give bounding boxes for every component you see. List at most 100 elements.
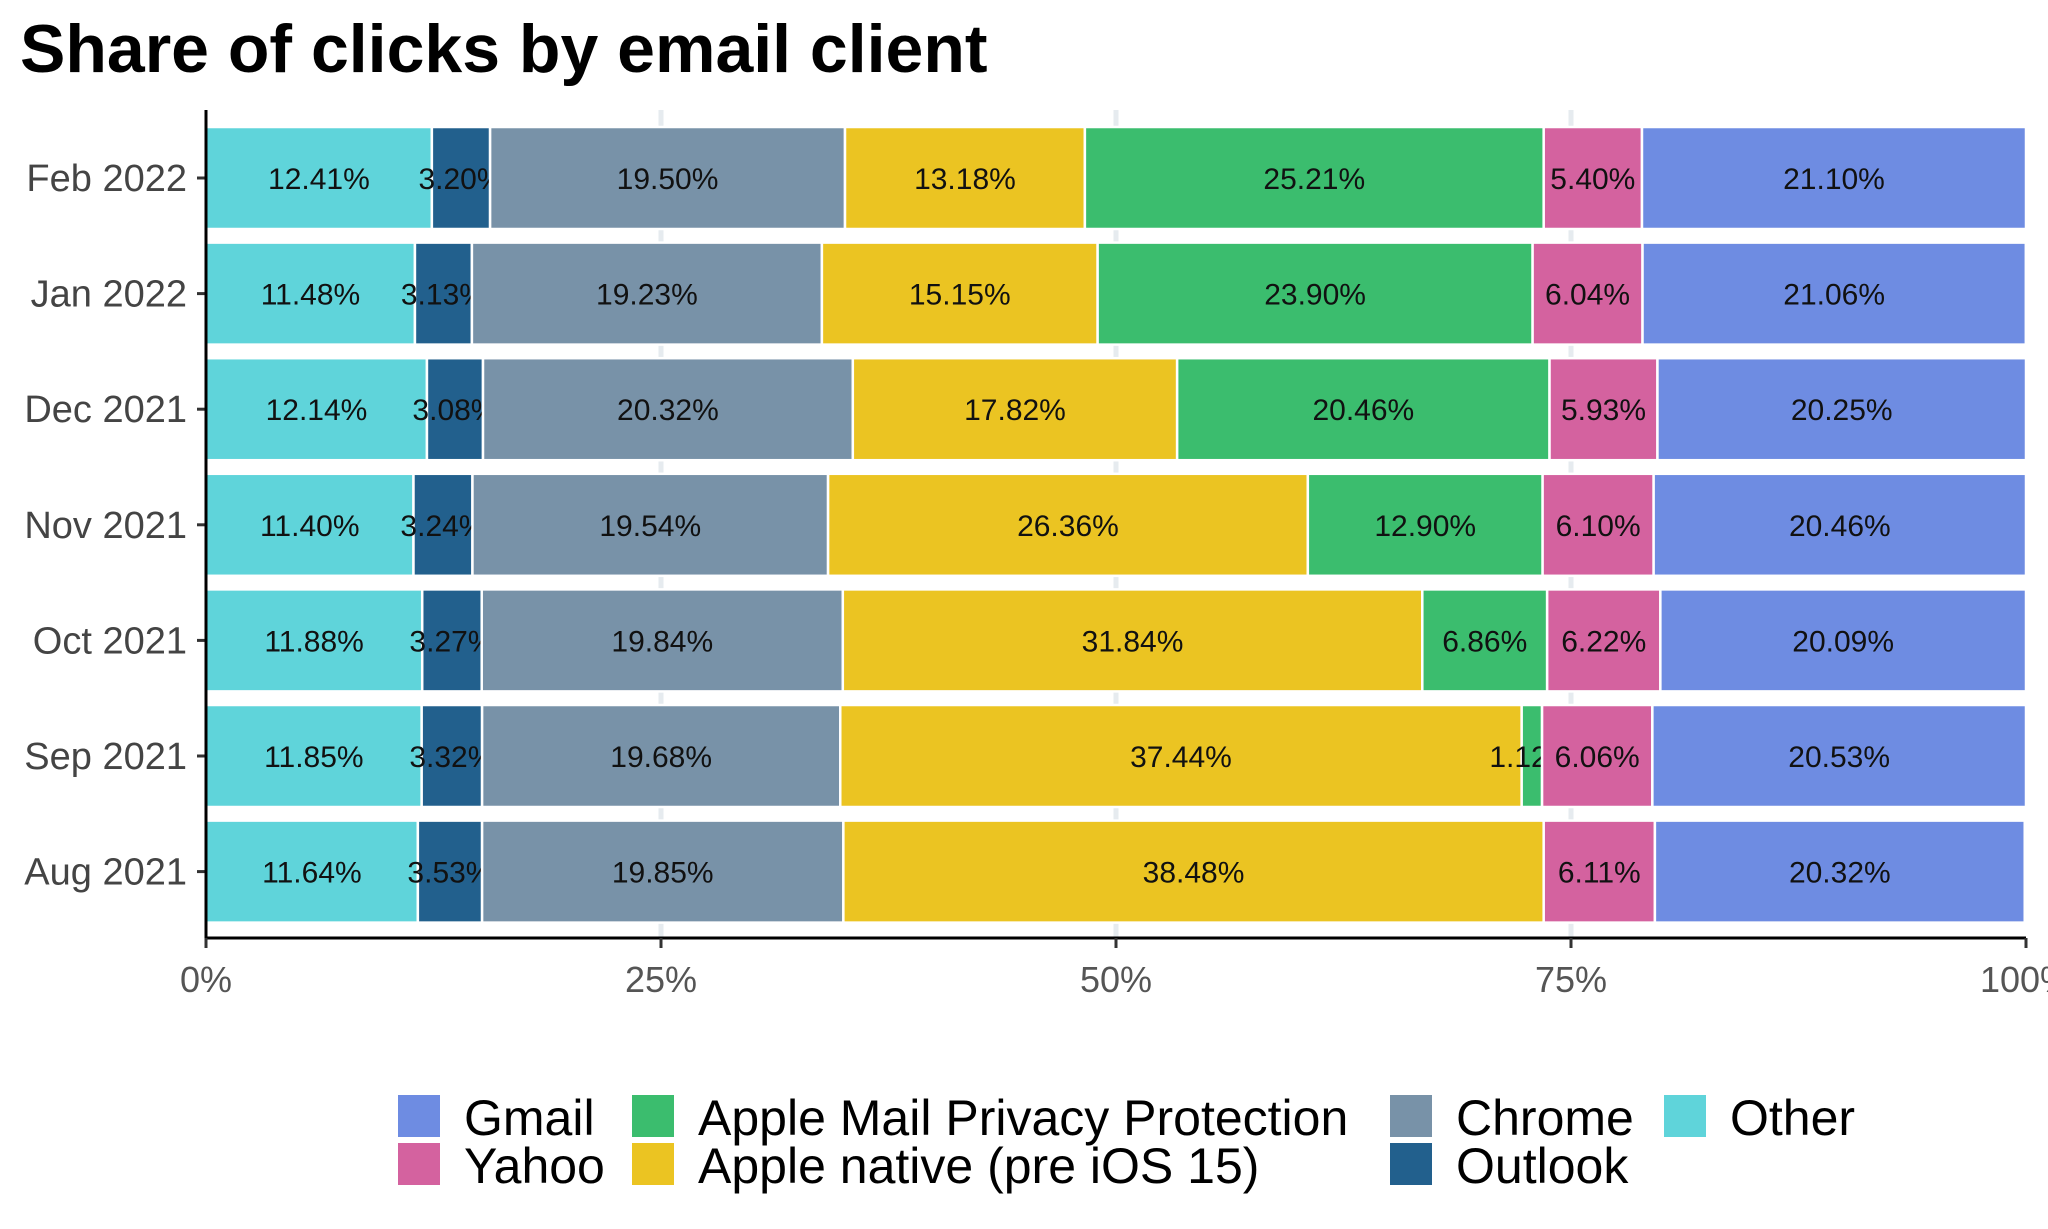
legend-label: Apple native (pre iOS 15)	[698, 1138, 1259, 1194]
data-label: 17.82%	[964, 394, 1066, 427]
data-label: 13.18%	[914, 163, 1016, 196]
y-tick-label: Oct 2021	[33, 620, 187, 662]
data-label: 20.46%	[1789, 510, 1891, 543]
bar-segment	[1651, 703, 2028, 809]
y-tick-label: Nov 2021	[24, 505, 187, 547]
chart-title: Share of clicks by email client	[20, 11, 988, 87]
bar-segment	[413, 241, 474, 346]
data-label: 19.50%	[617, 163, 719, 196]
data-label: 12.90%	[1374, 510, 1476, 543]
data-label: 38.48%	[1143, 857, 1245, 890]
bar-segment	[204, 819, 420, 924]
data-label: 37.44%	[1130, 741, 1232, 774]
x-tick-label: 0%	[180, 959, 232, 1000]
legend-swatch	[398, 1143, 440, 1185]
bar-segment	[1641, 241, 2028, 346]
bar-segment	[1548, 356, 1659, 462]
data-label: 3.53%	[407, 857, 492, 890]
data-label: 6.86%	[1442, 625, 1527, 658]
legend-label: Yahoo	[464, 1138, 605, 1194]
data-label: 31.84%	[1082, 625, 1184, 658]
bar-segment	[1531, 241, 1644, 346]
data-label: 15.15%	[909, 279, 1011, 312]
bar-segment	[204, 703, 423, 809]
data-label: 3.27%	[409, 625, 494, 658]
data-label: 25.21%	[1263, 163, 1365, 196]
data-label: 20.25%	[1791, 394, 1893, 427]
bar-segment	[480, 703, 842, 809]
bar-segment	[481, 356, 855, 462]
legend-swatch	[398, 1095, 440, 1137]
bar-segment	[839, 703, 1523, 809]
data-label: 6.06%	[1555, 741, 1640, 774]
bar-segment	[204, 588, 424, 693]
data-label: 6.04%	[1545, 279, 1630, 312]
y-tick-label: Jan 2022	[31, 274, 187, 316]
data-label: 12.41%	[268, 163, 370, 196]
y-tick-label: Feb 2022	[26, 158, 187, 200]
legend-label: Apple Mail Privacy Protection	[698, 1090, 1348, 1146]
bar-segment	[204, 472, 415, 578]
bar-segment	[471, 472, 830, 578]
bar-segment	[204, 356, 429, 462]
bar-segment	[841, 588, 1424, 693]
data-label: 6.10%	[1556, 510, 1641, 543]
bar-segment	[1083, 125, 1545, 231]
legend-swatch	[632, 1143, 674, 1185]
bar-segment	[420, 588, 483, 693]
bar-segment	[204, 125, 434, 231]
data-label: 19.85%	[612, 857, 714, 890]
data-label: 19.68%	[610, 741, 712, 774]
legend-label: Chrome	[1456, 1090, 1634, 1146]
data-label: 23.90%	[1264, 279, 1366, 312]
data-label: 12.14%	[266, 394, 368, 427]
legend-label: Gmail	[464, 1090, 595, 1146]
legend-swatch	[1390, 1095, 1432, 1137]
data-label: 11.48%	[261, 279, 361, 312]
legend-label: Outlook	[1456, 1138, 1629, 1194]
data-label: 21.06%	[1783, 279, 1885, 312]
bar-segment	[470, 241, 824, 346]
bar-segment	[1652, 472, 2028, 578]
data-label: 11.64%	[262, 857, 362, 890]
data-label: 20.32%	[1789, 857, 1891, 890]
y-tick-label: Sep 2021	[24, 736, 187, 778]
data-label: 11.40%	[260, 510, 360, 543]
data-label: 21.10%	[1783, 163, 1885, 196]
data-label: 19.84%	[611, 625, 713, 658]
data-label: 20.53%	[1788, 741, 1890, 774]
bar-segment	[416, 819, 484, 924]
x-tick-label: 25%	[625, 959, 697, 1000]
bar-segment	[1659, 588, 2028, 693]
data-label: 6.22%	[1561, 625, 1646, 658]
bar-segment	[1421, 588, 1549, 693]
data-label: 20.46%	[1312, 394, 1414, 427]
bar-segment	[425, 356, 485, 462]
data-label: 5.40%	[1550, 163, 1635, 196]
bar-segment	[1640, 125, 2028, 231]
legend-swatch	[632, 1095, 674, 1137]
bar-segment	[842, 819, 1545, 924]
bar-segment	[1656, 356, 2028, 462]
bar-segment	[480, 588, 845, 693]
bar-segment	[430, 125, 492, 231]
bar-segment	[1541, 472, 1655, 578]
legend-label: Other	[1730, 1090, 1855, 1146]
data-label: 26.36%	[1017, 510, 1119, 543]
bar-segment	[1542, 819, 1657, 924]
data-label: 3.32%	[409, 741, 494, 774]
bar-segment	[1542, 125, 1644, 231]
data-label: 19.23%	[596, 279, 698, 312]
x-tick-label: 100%	[1980, 959, 2048, 1000]
bar-segment	[851, 356, 1179, 462]
data-label: 19.54%	[599, 510, 701, 543]
data-label: 5.93%	[1561, 394, 1646, 427]
y-tick-label: Aug 2021	[24, 852, 187, 894]
data-label: 11.88%	[264, 625, 364, 658]
data-label: 6.11%	[1558, 857, 1641, 890]
data-label: 20.09%	[1792, 625, 1894, 658]
bar-segment	[204, 241, 417, 346]
x-tick-label: 50%	[1080, 959, 1152, 1000]
